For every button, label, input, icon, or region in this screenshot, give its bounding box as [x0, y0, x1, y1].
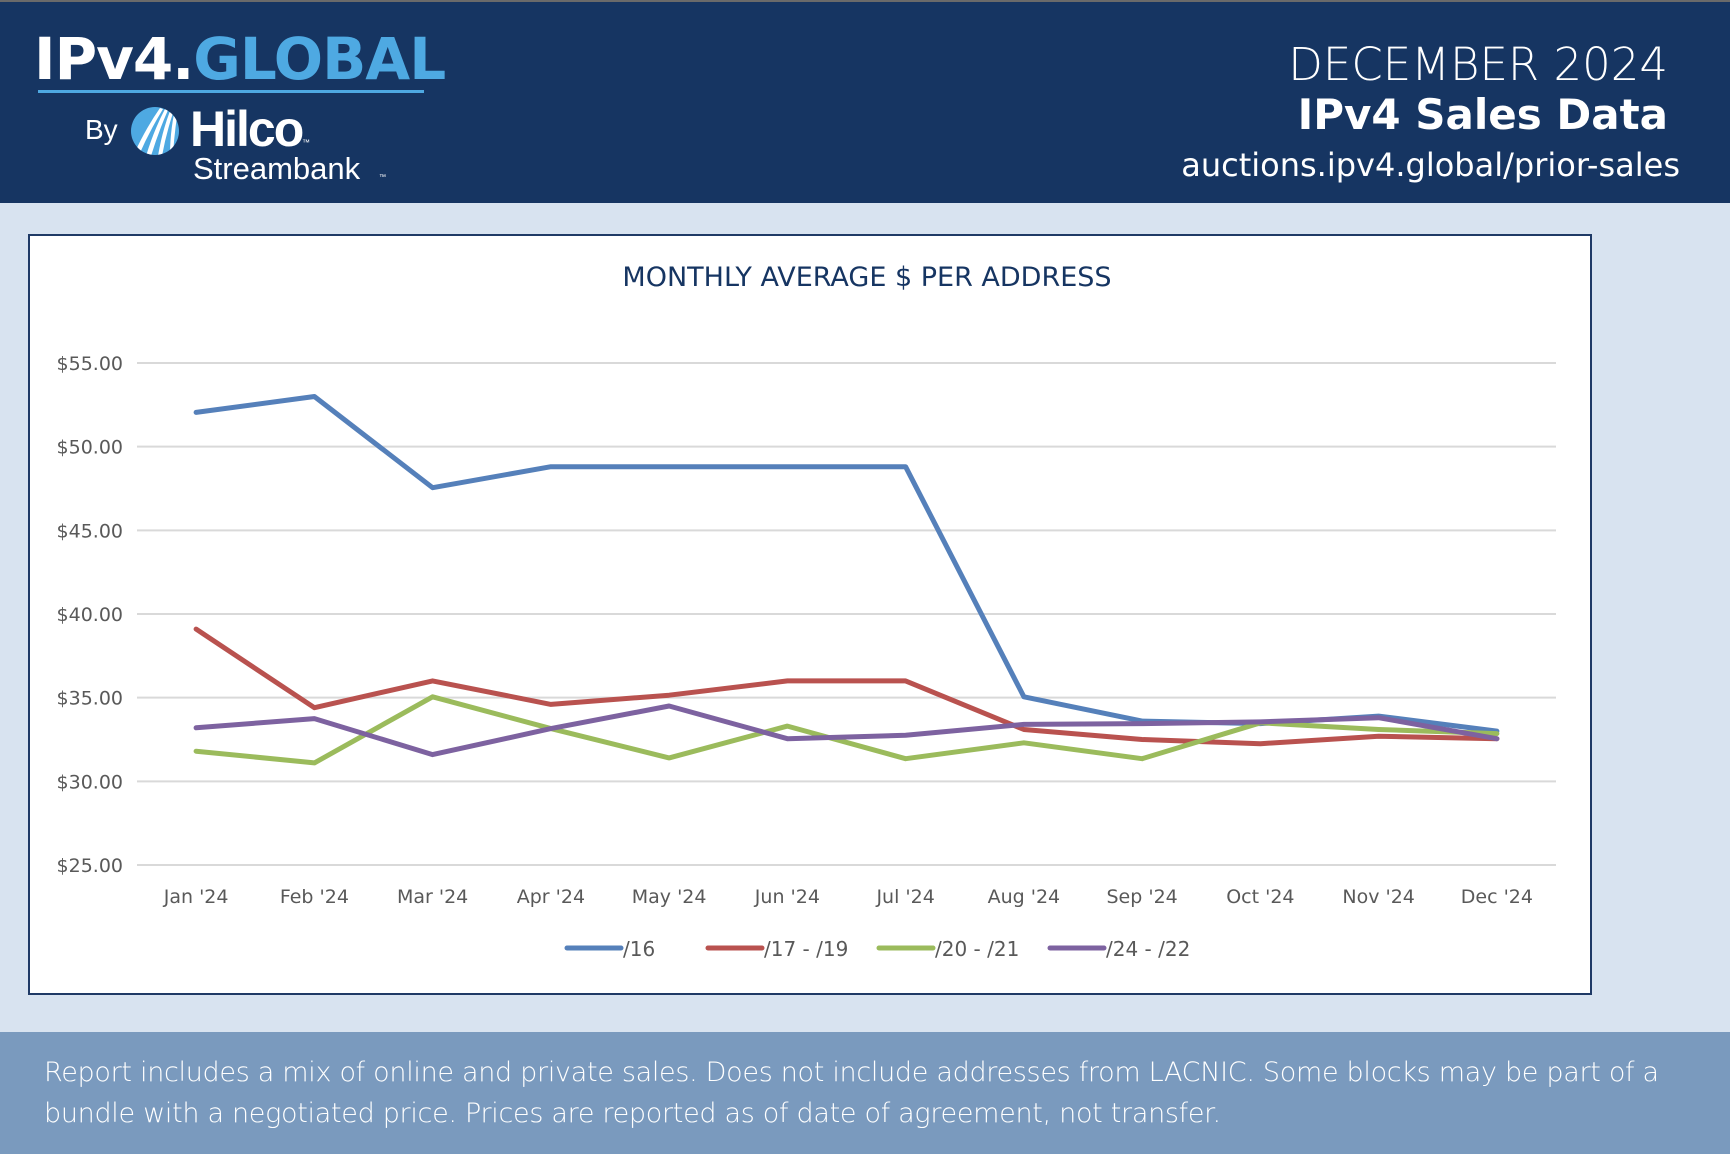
series-lines: [193, 394, 1500, 766]
y-tick-label: $25.00: [57, 855, 123, 877]
x-tick-label: Mar '24: [397, 886, 468, 908]
legend-item[interactable]: /17 - /19: [705, 937, 848, 961]
ipv4-global-logo: IPv4.GLOBAL: [34, 24, 446, 94]
x-tick-label: Apr '24: [517, 886, 585, 908]
legend-item[interactable]: /24 - /22: [1047, 937, 1190, 961]
legend-item[interactable]: /20 - /21: [876, 937, 1019, 961]
y-tick-label: $30.00: [57, 771, 123, 793]
x-tick-label: Jan '24: [163, 886, 229, 908]
logo-text-global: GLOBAL: [193, 25, 446, 93]
gridlines: [137, 362, 1556, 866]
legend-item[interactable]: /16: [564, 937, 655, 961]
trademark-symbol: ™: [302, 138, 310, 147]
report-footer: Report includes a mix of online and priv…: [0, 1032, 1730, 1154]
series-line-17-19: [193, 626, 1500, 747]
hilco-streambank-logo-icon: [131, 107, 179, 155]
line-chart: MONTHLY AVERAGE $ PER ADDRESS $25.00 $30.…: [57, 262, 1556, 961]
legend-label: /16: [623, 937, 655, 961]
y-tick-label: $40.00: [57, 604, 123, 626]
legend-label: /20 - /21: [935, 937, 1019, 961]
report-title: IPv4 Sales Data: [1297, 90, 1668, 139]
series-line-20-21: [193, 694, 1500, 766]
x-tick-label: Jul '24: [875, 886, 934, 908]
x-tick-label: Sep '24: [1107, 886, 1178, 908]
legend-label: /17 - /19: [764, 937, 848, 961]
y-tick-label: $35.00: [57, 688, 123, 710]
x-tick-label: Nov '24: [1342, 886, 1415, 908]
x-tick-label: May '24: [632, 886, 707, 908]
streambank-wordmark: Streambank: [193, 151, 361, 186]
x-axis-labels: Jan '24 Feb '24 Mar '24 Apr '24 May '24 Jun '…: [163, 886, 1533, 908]
report-url-link[interactable]: auctions.ipv4.global/prior-sales: [1181, 146, 1680, 184]
x-tick-label: Dec '24: [1461, 886, 1533, 908]
hilco-wordmark: Hilco: [190, 101, 304, 157]
x-tick-label: Jun '24: [754, 886, 820, 908]
x-tick-label: Oct '24: [1226, 886, 1294, 908]
legend-label: /24 - /22: [1106, 937, 1190, 961]
x-tick-label: Feb '24: [280, 886, 349, 908]
chart-title: MONTHLY AVERAGE $ PER ADDRESS: [622, 262, 1111, 293]
chart-legend: /16/17 - /19/20 - /21/24 - /22: [564, 937, 1190, 961]
report-header: IPv4.GLOBAL By Hilco ™ Streambank ™ DECE…: [0, 0, 1730, 203]
by-label: By: [85, 114, 118, 145]
y-tick-label: $50.00: [57, 437, 123, 459]
chart-panel: MONTHLY AVERAGE $ PER ADDRESS $25.00 $30.…: [28, 234, 1592, 995]
report-month: DECEMBER 2024: [1288, 38, 1668, 91]
x-tick-label: Aug '24: [988, 886, 1061, 908]
logo-underline: [38, 90, 424, 93]
y-axis-labels: $25.00 $30.00 $35.00 $40.00 $45.00 $50.00 $55.…: [57, 353, 123, 877]
y-tick-label: $45.00: [57, 520, 123, 542]
footer-disclaimer: Report includes a mix of online and priv…: [44, 1057, 1659, 1129]
logo-text-ipv4: IPv4.: [34, 25, 194, 93]
trademark-symbol: ™: [379, 174, 386, 181]
y-tick-label: $55.00: [57, 353, 123, 375]
series-line-24-22: [193, 703, 1500, 758]
